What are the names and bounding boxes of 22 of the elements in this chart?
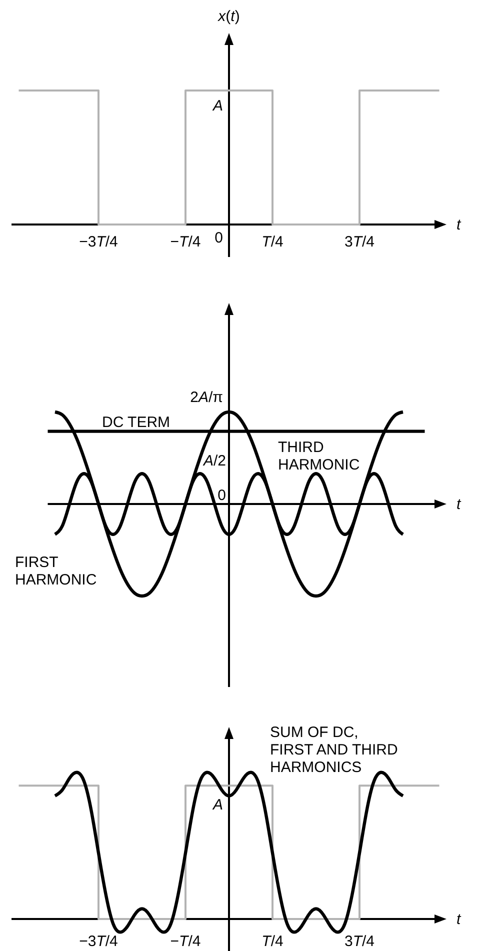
x-axis-title: t [456, 216, 462, 234]
annotation: A/2 [202, 452, 226, 470]
x-tick-label: −3T/4 [79, 234, 118, 250]
text: 2A/π [190, 389, 223, 406]
annotation: A [212, 796, 223, 814]
text: 0 [214, 230, 223, 246]
x-tick-label: 3T/4 [344, 933, 375, 950]
x-axis-title: t [456, 496, 462, 513]
series-label: FIRST HARMONIC [15, 554, 97, 588]
x-tick-label: T/4 [262, 933, 284, 950]
annotation: A [212, 98, 223, 114]
x-tick-label: 3T/4 [344, 234, 375, 250]
series-label: DC TERM [102, 414, 170, 431]
annotation: 0 [218, 487, 226, 504]
x-tick-label: T/4 [262, 234, 284, 250]
series-label: SUM OF DC, FIRST AND THIRD HARMONICS [270, 724, 398, 776]
x-tick-label: −T/4 [170, 234, 201, 250]
x-axis-title: t [456, 911, 462, 928]
y-axis-title: x(t) [217, 8, 240, 25]
x-tick-label: −3T/4 [79, 933, 118, 950]
x-tick-label: −T/4 [170, 933, 201, 950]
series-label: THIRD HARMONIC [278, 439, 360, 474]
